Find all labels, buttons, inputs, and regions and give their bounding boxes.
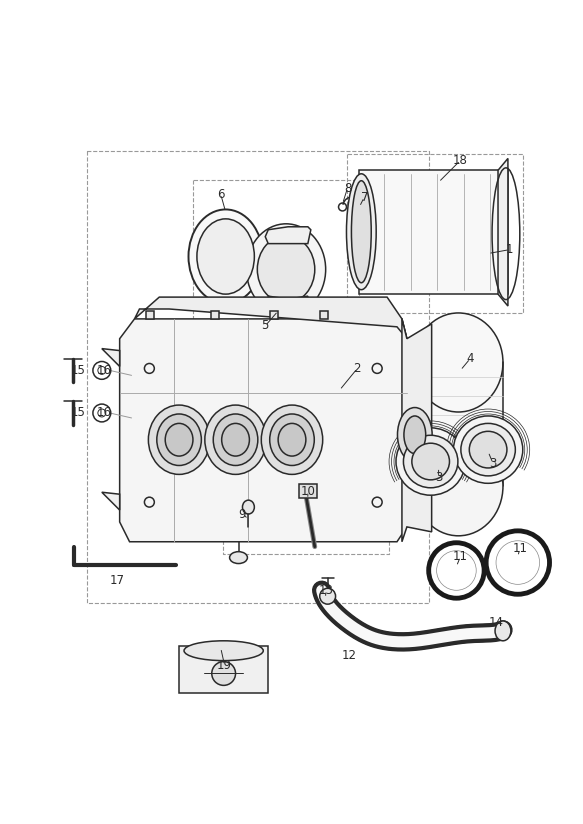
Polygon shape (498, 158, 508, 306)
Ellipse shape (184, 641, 264, 661)
Ellipse shape (352, 180, 371, 283)
Ellipse shape (261, 405, 323, 475)
Text: 9: 9 (238, 508, 246, 521)
Ellipse shape (454, 416, 523, 484)
Bar (299, 485, 317, 499)
Text: 11: 11 (453, 550, 468, 563)
Ellipse shape (414, 437, 503, 536)
Text: 13: 13 (318, 583, 333, 597)
Ellipse shape (403, 435, 458, 488)
Text: 19: 19 (217, 659, 232, 672)
Text: 11: 11 (512, 542, 527, 555)
Ellipse shape (398, 408, 432, 462)
Text: 17: 17 (109, 574, 124, 587)
Ellipse shape (243, 500, 254, 514)
Polygon shape (359, 171, 508, 294)
Polygon shape (102, 492, 120, 510)
Polygon shape (402, 319, 431, 541)
Text: 16: 16 (96, 364, 111, 377)
Text: 8: 8 (344, 181, 351, 194)
Text: 5: 5 (262, 320, 269, 332)
Text: 16: 16 (96, 406, 111, 419)
Polygon shape (265, 227, 311, 244)
Ellipse shape (149, 405, 210, 475)
Ellipse shape (270, 414, 314, 466)
Ellipse shape (165, 424, 193, 456)
Polygon shape (414, 363, 503, 486)
Polygon shape (270, 311, 278, 319)
Polygon shape (268, 296, 308, 313)
Text: 15: 15 (71, 406, 86, 419)
Text: 10: 10 (300, 485, 315, 498)
Ellipse shape (247, 224, 326, 315)
Circle shape (364, 193, 371, 199)
Polygon shape (102, 349, 120, 367)
Polygon shape (135, 297, 407, 339)
Text: 6: 6 (217, 188, 224, 200)
Text: 1: 1 (506, 243, 514, 256)
Polygon shape (179, 646, 268, 693)
Circle shape (212, 662, 236, 686)
Text: 14: 14 (489, 616, 504, 630)
Ellipse shape (495, 621, 511, 641)
Polygon shape (211, 311, 219, 319)
Ellipse shape (396, 428, 465, 495)
Text: 18: 18 (453, 154, 468, 167)
Ellipse shape (412, 443, 449, 480)
Ellipse shape (461, 424, 515, 476)
Ellipse shape (257, 236, 315, 303)
Polygon shape (146, 311, 154, 319)
Ellipse shape (205, 405, 266, 475)
Polygon shape (120, 319, 407, 541)
Circle shape (319, 588, 336, 604)
Text: 15: 15 (71, 364, 86, 377)
Ellipse shape (213, 414, 258, 466)
Ellipse shape (157, 414, 201, 466)
Text: 3: 3 (435, 471, 442, 484)
Ellipse shape (414, 313, 503, 412)
Ellipse shape (197, 219, 254, 294)
Ellipse shape (222, 424, 250, 456)
Ellipse shape (469, 431, 507, 468)
Ellipse shape (346, 174, 376, 290)
Ellipse shape (278, 424, 306, 456)
Text: 7: 7 (360, 190, 368, 204)
Polygon shape (319, 311, 328, 319)
Text: 3: 3 (489, 457, 497, 470)
Ellipse shape (230, 551, 247, 564)
Ellipse shape (404, 416, 426, 453)
Text: 4: 4 (466, 352, 474, 365)
Text: 2: 2 (354, 362, 361, 375)
Text: 12: 12 (342, 649, 357, 662)
Ellipse shape (188, 209, 263, 303)
